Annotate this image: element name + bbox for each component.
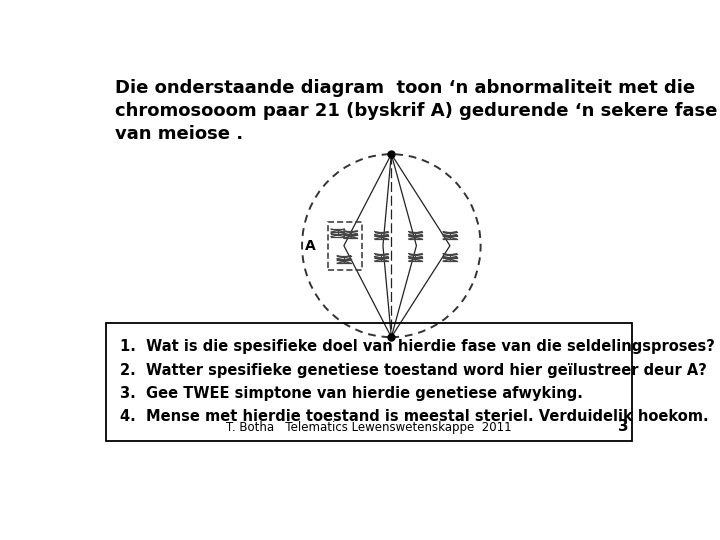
Text: A: A xyxy=(305,239,316,253)
Bar xyxy=(328,221,361,270)
Text: 3.  Gee TWEE simptone van hierdie genetiese afwyking.: 3. Gee TWEE simptone van hierdie genetie… xyxy=(120,386,582,401)
Text: 4.  Mense met hierdie toestand is meestal steriel. Verduidelik hoekom.: 4. Mense met hierdie toestand is meestal… xyxy=(120,409,708,424)
Text: 2.  Watter spesifieke genetiese toestand word hier geïlustreer deur A?: 2. Watter spesifieke genetiese toestand … xyxy=(120,362,706,377)
Bar xyxy=(106,322,632,441)
Text: 3: 3 xyxy=(618,418,629,434)
Text: Die onderstaande diagram  toon ‘n abnormaliteit met die
chromosooom paar 21 (bys: Die onderstaande diagram toon ‘n abnorma… xyxy=(115,79,718,143)
Text: 1.  Wat is die spesifieke doel van hierdie fase van die seldelingsproses?: 1. Wat is die spesifieke doel van hierdi… xyxy=(120,339,714,354)
Text: T. Botha   Telematics Lewenswetenskappe  2011: T. Botha Telematics Lewenswetenskappe 20… xyxy=(226,421,512,434)
